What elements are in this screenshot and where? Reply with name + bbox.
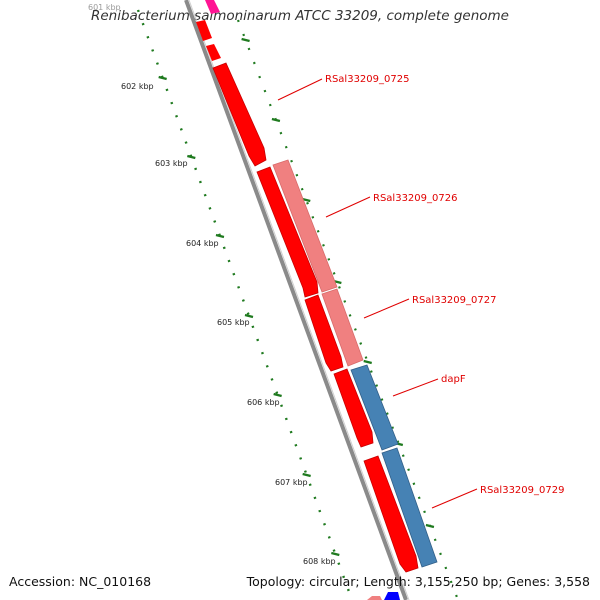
gene-dapf	[350, 364, 399, 451]
outer-ruler	[236, 19, 460, 600]
ruler-major-tick	[273, 392, 282, 398]
ruler-labels: 601 kbp 602 kbp 603 kbp 604 kbp 605 kbp …	[88, 3, 336, 566]
ruler-label-604: 604 kbp	[186, 239, 219, 248]
gene-forward-cds-4	[363, 455, 419, 573]
leader-rsal33209-0726	[325, 196, 371, 218]
outer-ruler-major-tick	[271, 117, 281, 123]
gene-forward-cds-1	[256, 166, 319, 298]
ruler-major-ticks	[158, 75, 340, 557]
genome-summary-text: Topology: circular; Length: 3,155,250 bp…	[246, 574, 590, 589]
gene-fragment-1	[196, 20, 212, 41]
leader-rsal33209-0729	[431, 488, 478, 509]
outer-ruler-major-ticks	[241, 37, 435, 529]
leader-rsal33209-0725	[277, 78, 323, 101]
gene-labels: RSal33209_0725 RSal33209_0726 RSal33209_…	[325, 74, 564, 496]
ruler-major-tick	[158, 75, 167, 81]
gene-rsal33209-0727	[321, 288, 364, 367]
outer-ruler-major-tick	[241, 37, 250, 43]
label-dapf: dapF	[441, 374, 466, 385]
map-title: Renibacterium salmoninarum ATCC 33209, c…	[91, 8, 509, 24]
label-leaders	[277, 78, 478, 509]
gene-magenta-top	[205, 0, 220, 14]
label-rsal33209-0725: RSal33209_0725	[325, 74, 409, 85]
label-rsal33209-0727: RSal33209_0727	[412, 295, 496, 306]
ruler-label-605: 605 kbp	[217, 318, 250, 327]
ruler-label-602: 602 kbp	[121, 82, 154, 91]
ruler-label-603: 603 kbp	[155, 159, 188, 168]
outer-ruler-major-tick	[301, 197, 311, 203]
outer-ruler-major-tick	[425, 523, 435, 529]
gene-rsal33209-0725	[212, 62, 267, 167]
gene-forward-cds-3	[333, 368, 374, 448]
ruler-major-tick	[187, 154, 196, 160]
ruler-label-608: 608 kbp	[303, 557, 336, 566]
outer-ruler-major-tick	[363, 359, 373, 365]
leader-rsal33209-0727	[363, 298, 410, 319]
ruler-major-tick	[215, 233, 225, 239]
leader-dapf	[392, 378, 439, 397]
outer-ruler-dotted-track	[236, 19, 460, 600]
gene-fragment-2	[206, 44, 221, 61]
gene-rsal33209-0729	[381, 447, 438, 568]
label-rsal33209-0729: RSal33209_0729	[480, 485, 564, 496]
backbone-line	[184, 0, 408, 600]
gene-bottom-blue	[384, 592, 400, 600]
label-rsal33209-0726: RSal33209_0726	[373, 193, 457, 204]
ruler-label-601: 601 kbp	[88, 3, 121, 12]
gene-forward-cds-2	[304, 294, 344, 372]
genome-backbone	[184, 0, 410, 600]
ruler-major-tick	[244, 313, 254, 319]
gene-features	[196, 0, 438, 600]
gene-bottom-light	[367, 596, 382, 600]
ruler-label-606: 606 kbp	[247, 398, 280, 407]
ruler-label-607: 607 kbp	[275, 478, 308, 487]
accession-text: Accession: NC_010168	[9, 574, 152, 589]
gene-rsal33209-0726	[272, 159, 338, 293]
ruler-major-tick	[302, 472, 311, 478]
ruler-major-tick	[331, 551, 340, 557]
